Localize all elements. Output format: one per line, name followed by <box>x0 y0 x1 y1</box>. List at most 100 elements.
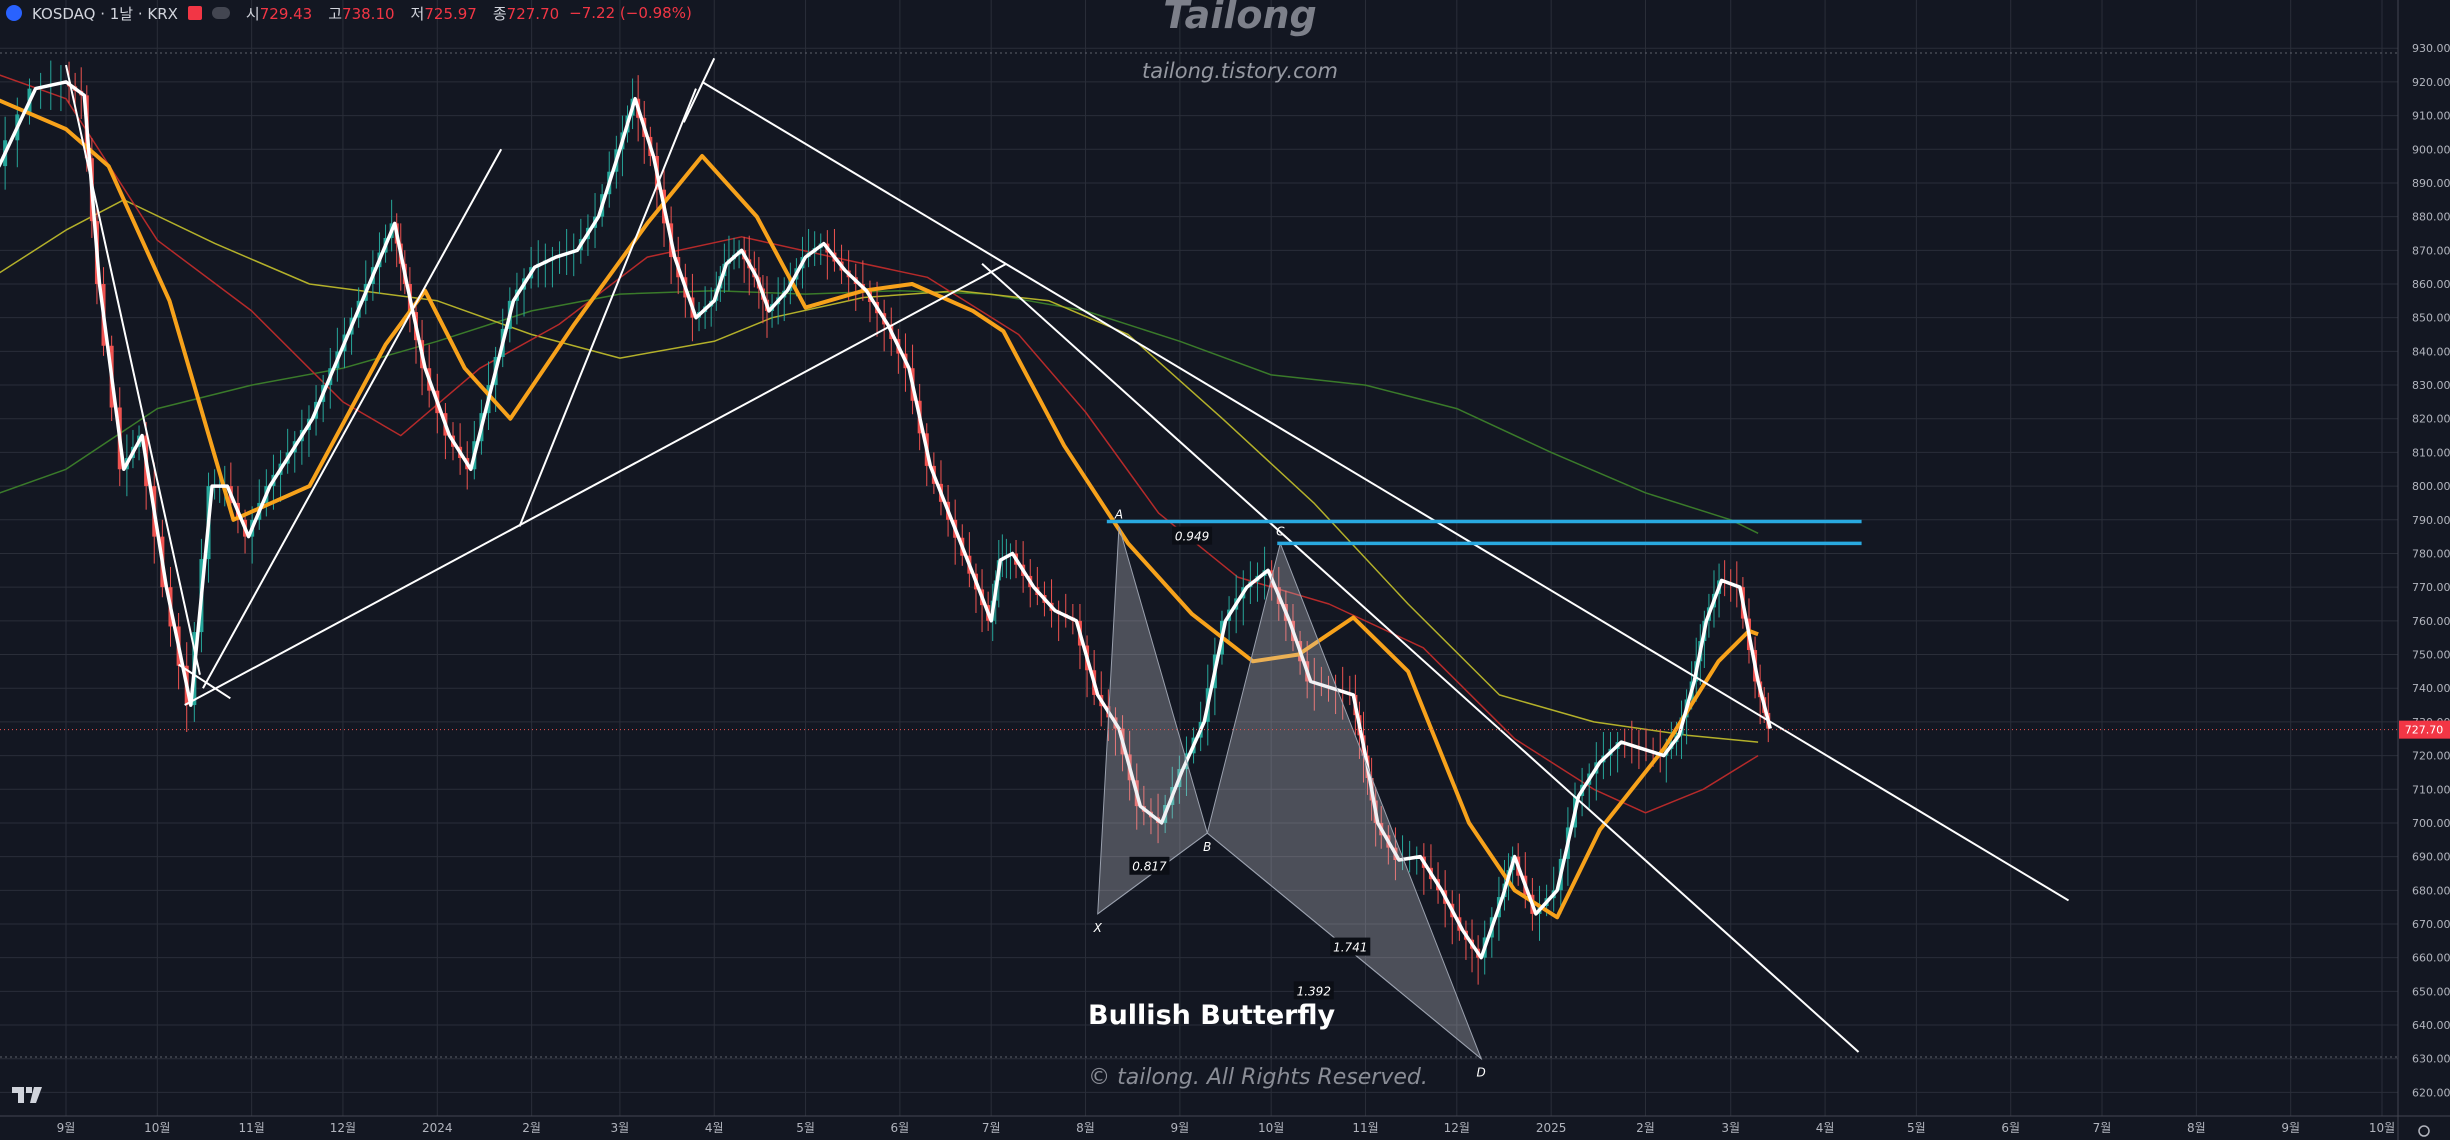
trendline <box>682 57 716 123</box>
x-tick-label: 8월 <box>2187 1121 2206 1135</box>
open-label: 시 <box>245 4 260 23</box>
y-tick-label: 620.00 <box>2412 1086 2450 1099</box>
y-tick-label: 800.00 <box>2412 480 2450 493</box>
x-tick-label: 5월 <box>1907 1121 1926 1135</box>
x-tick-label: 7월 <box>982 1121 1001 1135</box>
x-tick-label: 9월 <box>57 1121 76 1135</box>
high-label: 고 <box>328 4 343 23</box>
high-value: 738.10 <box>342 4 395 23</box>
low-label: 저 <box>410 4 425 23</box>
x-tick-label: 5월 <box>796 1121 815 1135</box>
moving-average-yellow <box>0 199 1759 743</box>
x-tick-label: 2024 <box>422 1121 453 1135</box>
ratio-label-bg <box>1330 937 1371 956</box>
tradingview-logo-icon[interactable] <box>10 1083 44 1105</box>
y-tick-label: 670.00 <box>2412 918 2450 931</box>
y-tick-label: 820.00 <box>2412 413 2450 426</box>
y-tick-label: 810.00 <box>2412 446 2450 459</box>
x-tick-label: 3월 <box>611 1121 630 1135</box>
x-tick-label: 12월 <box>1444 1121 1470 1135</box>
y-tick-label: 660.00 <box>2412 952 2450 965</box>
change-value: −7.22 (−0.98%) <box>569 4 692 22</box>
x-tick-label: 4월 <box>1816 1121 1835 1135</box>
open-value: 729.43 <box>259 4 313 23</box>
pattern-point-x: X <box>1093 921 1103 935</box>
y-tick-label: 840.00 <box>2412 345 2450 358</box>
x-tick-label: 2월 <box>522 1121 541 1135</box>
close-label: 종 <box>492 4 507 23</box>
x-tick-label: 10월 <box>144 1121 170 1135</box>
x-tick-label: 9월 <box>1171 1121 1190 1135</box>
symbol-title[interactable]: KOSDAQ · 1날 · KRX <box>32 4 178 23</box>
y-tick-label: 760.00 <box>2412 615 2450 628</box>
ratio-label: 0.949 <box>1175 530 1209 544</box>
pattern-point-a: A <box>1114 508 1123 522</box>
ratio-label-bg <box>1293 981 1334 1000</box>
x-tick-label: 11월 <box>1352 1121 1378 1135</box>
y-tick-label: 790.00 <box>2412 514 2450 527</box>
y-tick-label: 780.00 <box>2412 547 2450 560</box>
y-tick-label: 650.00 <box>2412 985 2450 998</box>
y-tick-label: 770.00 <box>2412 581 2450 594</box>
y-tick-label: 850.00 <box>2412 312 2450 325</box>
ratio-label-bg <box>1172 526 1213 545</box>
trendline <box>518 88 697 527</box>
y-tick-label: 920.00 <box>2412 76 2450 89</box>
watermark-title: Tailong <box>1163 0 1316 37</box>
trendline <box>65 64 201 675</box>
y-tick-label: 640.00 <box>2412 1019 2450 1032</box>
toggle-icon[interactable] <box>211 7 230 19</box>
y-tick-label: 630.00 <box>2412 1053 2450 1066</box>
market-flag-icon <box>187 6 202 20</box>
y-tick-label: 690.00 <box>2412 851 2450 864</box>
price-line <box>0 80 1772 960</box>
low-value: 725.97 <box>424 4 477 23</box>
x-tick-label: 6월 <box>2001 1121 2020 1135</box>
close-value: 727.70 <box>506 4 560 23</box>
x-tick-label: 2025 <box>1536 1121 1567 1135</box>
last-price-label: 727.70 <box>2405 724 2444 737</box>
y-tick-label: 910.00 <box>2412 110 2450 123</box>
y-tick-label: 680.00 <box>2412 884 2450 897</box>
pattern-point-b: B <box>1203 840 1211 854</box>
y-tick-label: 700.00 <box>2412 817 2450 830</box>
x-tick-label: 3월 <box>1721 1121 1740 1135</box>
moving-average-green <box>0 289 1759 534</box>
y-tick-label: 830.00 <box>2412 379 2450 392</box>
x-tick-label: 9월 <box>2281 1121 2300 1135</box>
pattern-name: Bullish Butterfly <box>1088 1000 1336 1031</box>
trendline <box>981 263 1860 1053</box>
trendline <box>184 262 1007 706</box>
x-tick-label: 4월 <box>705 1121 724 1135</box>
ratio-label-bg <box>1129 856 1170 875</box>
ratio-label: 1.741 <box>1333 941 1367 955</box>
y-tick-label: 890.00 <box>2412 177 2450 190</box>
x-tick-label: 11월 <box>238 1121 264 1135</box>
x-tick-label: 2월 <box>1636 1121 1655 1135</box>
x-tick-label: 6월 <box>891 1121 910 1135</box>
trendline <box>178 663 231 700</box>
y-tick-label: 880.00 <box>2412 211 2450 224</box>
watermark-url: tailong.tistory.com <box>1142 59 1338 83</box>
y-tick-label: 750.00 <box>2412 649 2450 662</box>
x-tick-label: 7월 <box>2093 1121 2112 1135</box>
copyright-text: © tailong. All Rights Reserved. <box>1088 1065 1428 1090</box>
x-tick-label: 10월 <box>1258 1121 1284 1135</box>
x-tick-label: 10월 <box>2369 1121 2395 1135</box>
y-tick-label: 720.00 <box>2412 750 2450 763</box>
last-price-badge <box>2399 720 2450 739</box>
ratio-label: 0.817 <box>1132 860 1167 874</box>
settings-icon[interactable] <box>2418 1125 2430 1137</box>
kosdaq-symbol-icon <box>6 5 22 21</box>
x-tick-label: 12월 <box>330 1121 356 1135</box>
y-tick-label: 710.00 <box>2412 783 2450 796</box>
pattern-base-line <box>1097 832 1482 1060</box>
y-tick-label: 930.00 <box>2412 42 2450 55</box>
y-tick-label: 900.00 <box>2412 143 2450 156</box>
pattern-point-d: D <box>1477 1066 1486 1080</box>
trendline <box>202 148 503 689</box>
y-tick-label: 860.00 <box>2412 278 2450 291</box>
symbol-header: KOSDAQ · 1날 · KRX 시729.43 고738.10 저725.9… <box>0 0 692 26</box>
